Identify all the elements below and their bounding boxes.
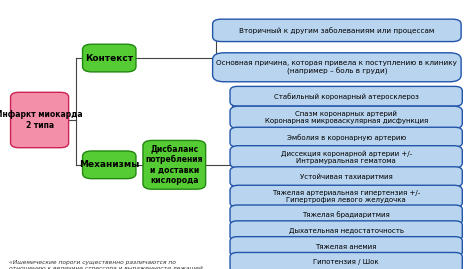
Text: Инфаркт миокарда
2 типа: Инфаркт миокарда 2 типа [0, 110, 83, 130]
FancyBboxPatch shape [230, 86, 462, 106]
Text: Контекст: Контекст [85, 54, 133, 63]
Text: Тяжелая артериальная гипертензия +/-
Гипертрофия левого желудочка: Тяжелая артериальная гипертензия +/- Гип… [272, 190, 420, 203]
FancyBboxPatch shape [230, 106, 462, 129]
FancyBboxPatch shape [143, 140, 206, 189]
Text: Диссекция коронарной артерии +/-
Интрамуральная гематома: Диссекция коронарной артерии +/- Интраму… [281, 150, 412, 164]
FancyBboxPatch shape [10, 92, 69, 148]
FancyBboxPatch shape [213, 53, 461, 82]
Text: Гипотензия / Шок: Гипотензия / Шок [313, 259, 379, 265]
Text: Тяжелая брадиаритмия: Тяжелая брадиаритмия [302, 211, 390, 218]
FancyBboxPatch shape [230, 127, 462, 147]
FancyBboxPatch shape [230, 221, 462, 240]
FancyBboxPatch shape [230, 253, 462, 269]
Text: Тяжелая анемия: Тяжелая анемия [316, 243, 377, 250]
FancyBboxPatch shape [230, 185, 462, 208]
Text: Вторичный к другим заболеваниям или процессам: Вторичный к другим заболеваниям или проц… [239, 27, 435, 34]
Text: Механизмы: Механизмы [79, 160, 139, 169]
Text: Дыхательная недостаточность: Дыхательная недостаточность [289, 228, 404, 234]
FancyBboxPatch shape [230, 146, 462, 168]
FancyBboxPatch shape [82, 151, 136, 179]
FancyBboxPatch shape [230, 237, 462, 256]
Text: Спазм коронарных артерий
Коронарная микроваскулярная дисфункция: Спазм коронарных артерий Коронарная микр… [264, 111, 428, 124]
Text: Стабильный коронарный атеросклероз: Стабильный коронарный атеросклероз [273, 93, 419, 100]
FancyBboxPatch shape [230, 205, 462, 225]
Text: «Ишемические пороги существенно различаются по
отношению к величине стрессора и : «Ишемические пороги существенно различаю… [9, 260, 203, 269]
Text: Основная причина, которая привела к поступлению в клинику
(например – боль в гру: Основная причина, которая привела к пост… [217, 60, 457, 75]
FancyBboxPatch shape [230, 167, 462, 187]
Text: Дисбаланс
потребления
и доставки
кислорода: Дисбаланс потребления и доставки кислоро… [146, 145, 203, 185]
Text: Эмболия в коронарную артерию: Эмболия в коронарную артерию [287, 134, 406, 140]
FancyBboxPatch shape [213, 19, 461, 42]
Text: Устойчивая тахиаритмия: Устойчивая тахиаритмия [300, 174, 392, 180]
FancyBboxPatch shape [82, 44, 136, 72]
